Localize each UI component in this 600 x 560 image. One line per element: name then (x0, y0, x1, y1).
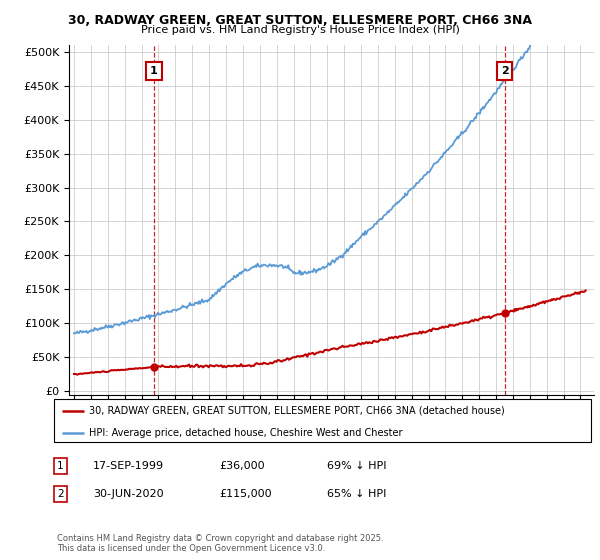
Text: 2: 2 (500, 66, 508, 76)
Text: Price paid vs. HM Land Registry's House Price Index (HPI): Price paid vs. HM Land Registry's House … (140, 25, 460, 35)
Text: 1: 1 (57, 461, 64, 471)
FancyBboxPatch shape (54, 399, 591, 442)
Text: 1: 1 (150, 66, 158, 76)
Text: 30, RADWAY GREEN, GREAT SUTTON, ELLESMERE PORT, CH66 3NA: 30, RADWAY GREEN, GREAT SUTTON, ELLESMER… (68, 14, 532, 27)
Text: 30, RADWAY GREEN, GREAT SUTTON, ELLESMERE PORT, CH66 3NA (detached house): 30, RADWAY GREEN, GREAT SUTTON, ELLESMER… (89, 405, 505, 416)
Text: £115,000: £115,000 (219, 489, 272, 499)
Text: 17-SEP-1999: 17-SEP-1999 (93, 461, 164, 471)
Text: HPI: Average price, detached house, Cheshire West and Chester: HPI: Average price, detached house, Ches… (89, 428, 403, 438)
Text: 30-JUN-2020: 30-JUN-2020 (93, 489, 164, 499)
Text: Contains HM Land Registry data © Crown copyright and database right 2025.
This d: Contains HM Land Registry data © Crown c… (57, 534, 383, 553)
Text: 69% ↓ HPI: 69% ↓ HPI (327, 461, 386, 471)
Text: 65% ↓ HPI: 65% ↓ HPI (327, 489, 386, 499)
Text: 2: 2 (57, 489, 64, 499)
Text: £36,000: £36,000 (219, 461, 265, 471)
